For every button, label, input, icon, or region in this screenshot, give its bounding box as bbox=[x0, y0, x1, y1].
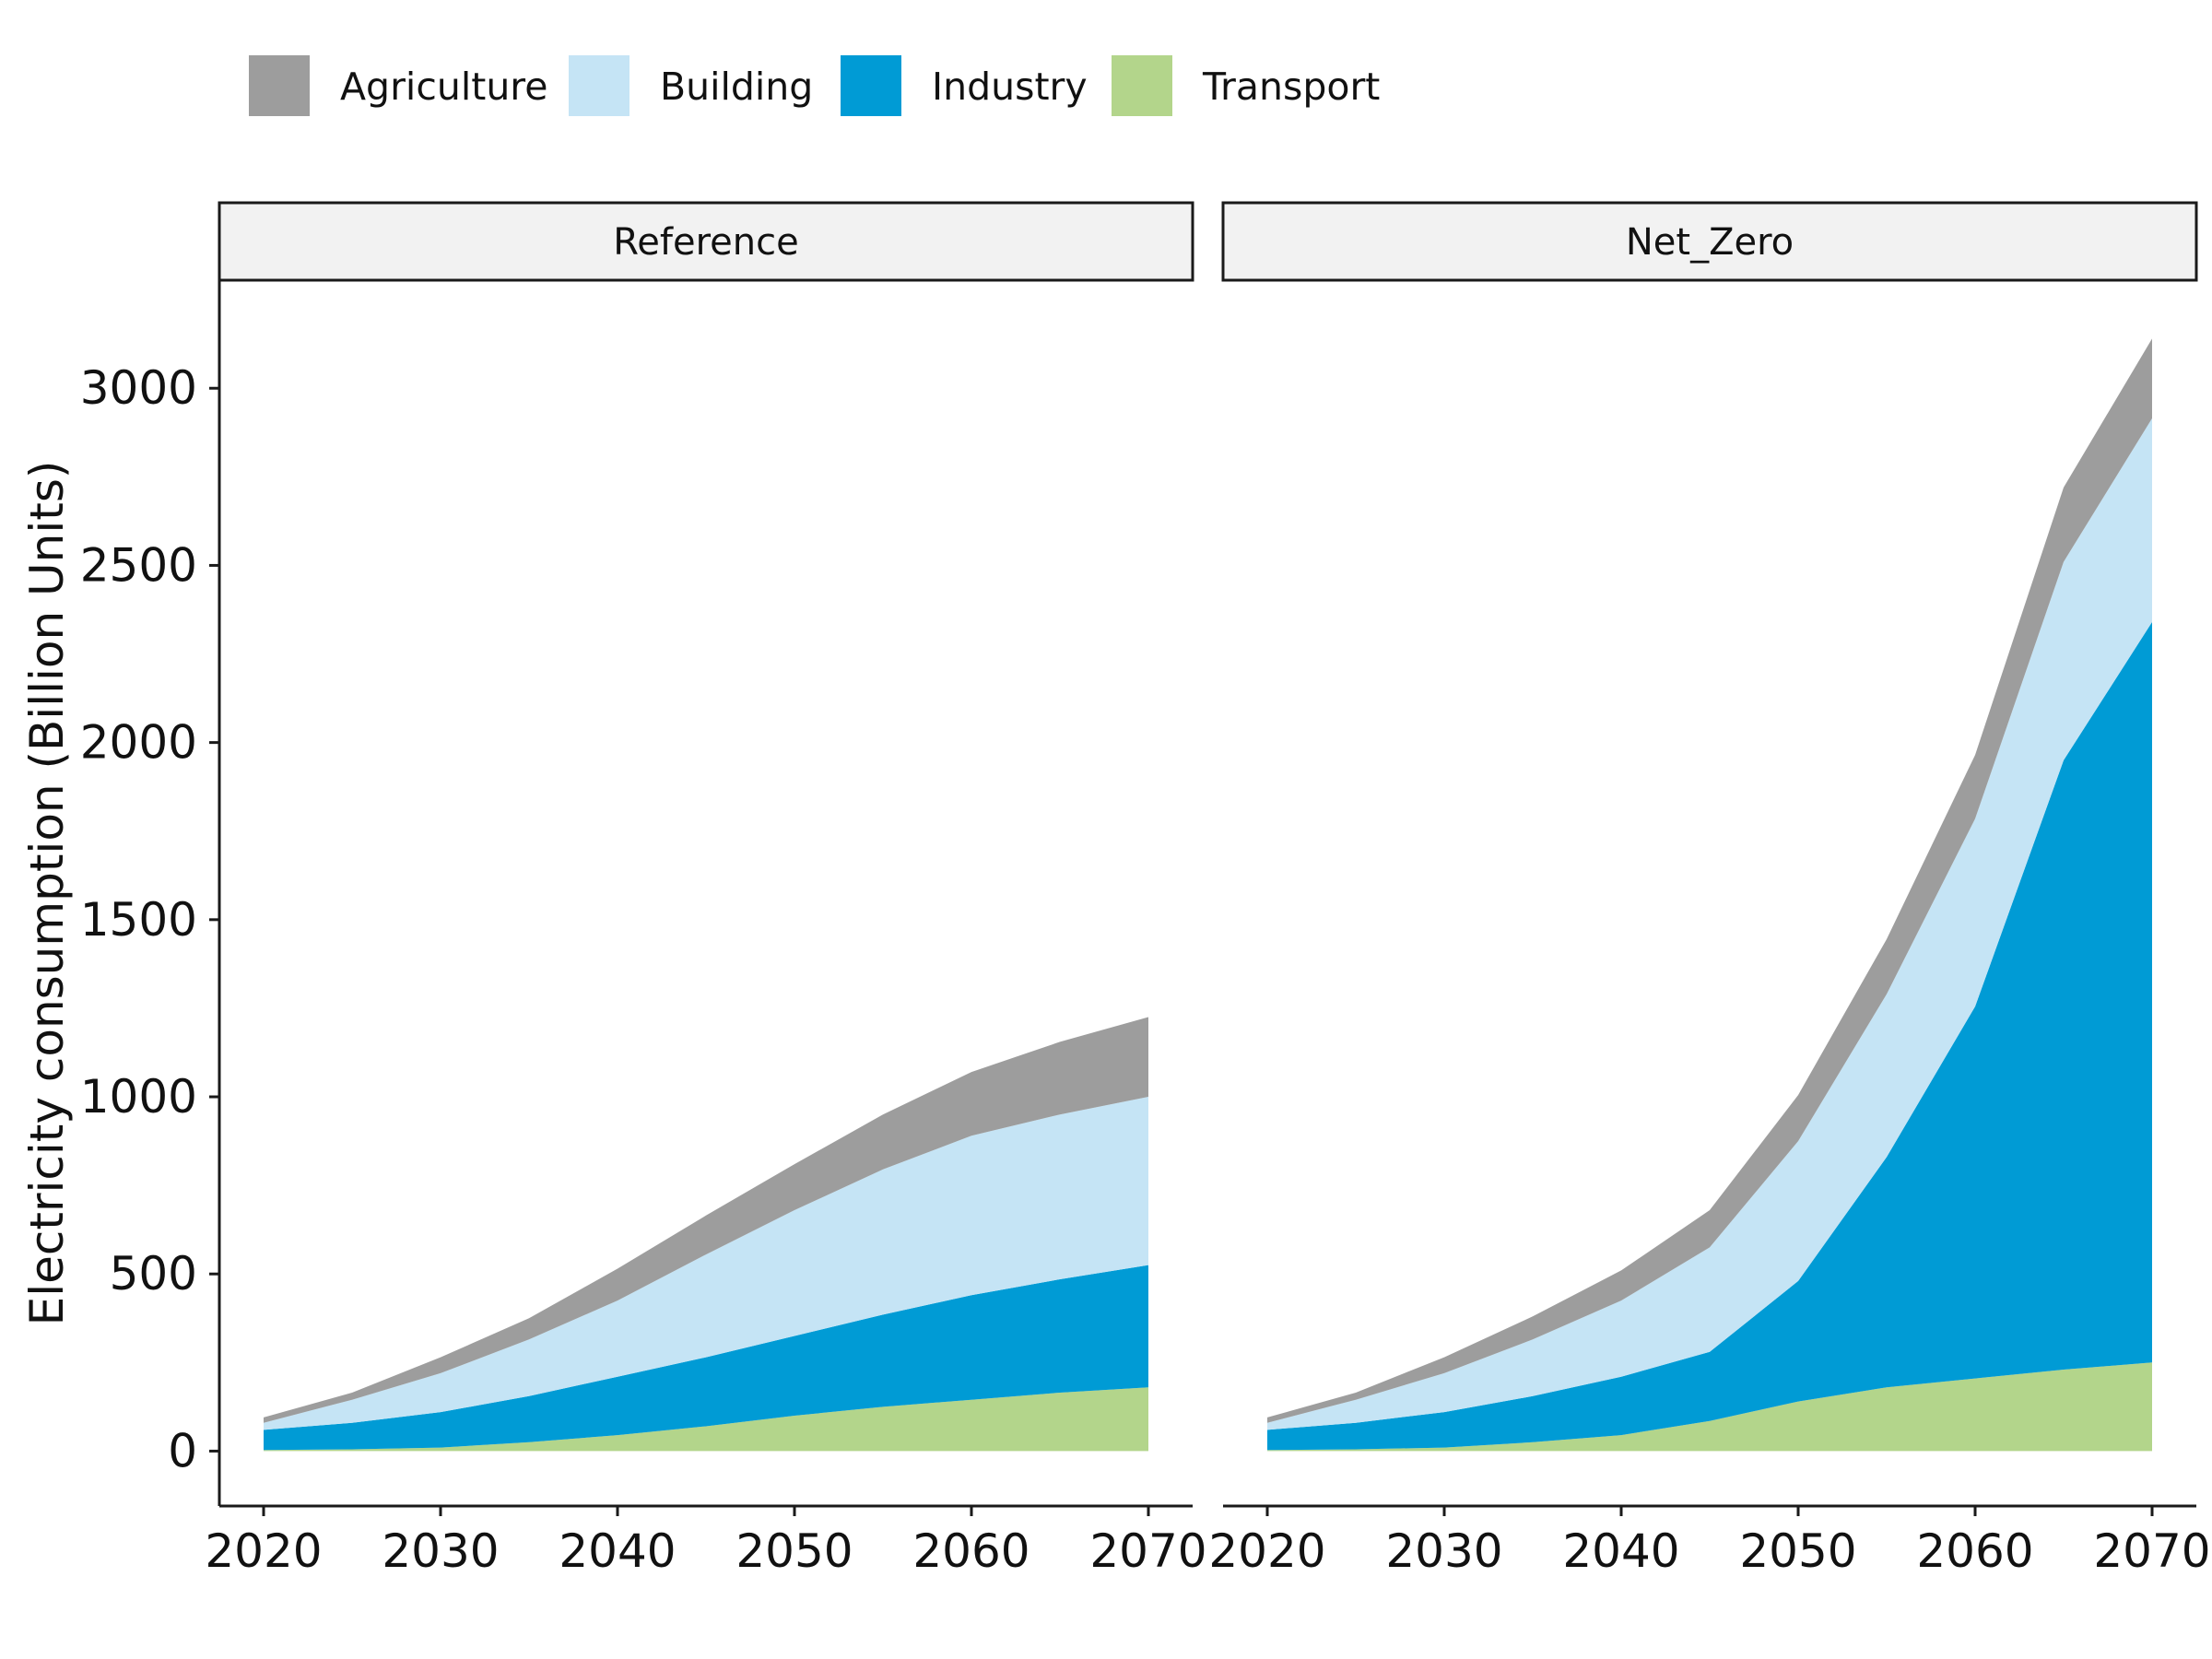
facet-strip-reference bbox=[218, 201, 1194, 282]
y-tick-label: 0 bbox=[168, 1424, 197, 1477]
legend-swatch-transport bbox=[1112, 55, 1172, 116]
x-tick-label: 2060 bbox=[1916, 1524, 2033, 1578]
y-tick-label: 1500 bbox=[80, 893, 197, 947]
legend-item-building: Building bbox=[569, 55, 813, 116]
facet-strip-net-zero bbox=[1221, 201, 2198, 282]
x-tick-label: 2030 bbox=[1385, 1524, 1502, 1578]
legend-label-building: Building bbox=[660, 65, 813, 109]
y-tick-label: 2500 bbox=[80, 538, 197, 592]
area-industry-reference bbox=[264, 1265, 1148, 1451]
legend: Agriculture Building Industry Transport bbox=[249, 55, 1380, 116]
x-tick-label: 2060 bbox=[912, 1524, 1030, 1578]
legend-label-industry: Industry bbox=[932, 65, 1088, 109]
area-transport-reference bbox=[264, 1387, 1148, 1452]
y-axis-title: Electricity consumption (Billion Units) bbox=[20, 461, 74, 1326]
legend-label-agriculture: Agriculture bbox=[340, 65, 547, 109]
legend-item-industry: Industry bbox=[841, 55, 1088, 116]
area-agriculture-reference bbox=[264, 1017, 1148, 1423]
facet-title-reference: Reference bbox=[613, 221, 798, 264]
x-tick-label: 2070 bbox=[2093, 1524, 2210, 1578]
panel-reference: Reference 0 500 1000 1500 2000 2500 3000 2020 203… bbox=[80, 201, 1207, 1578]
legend-label-transport: Transport bbox=[1202, 65, 1380, 109]
x-tick-label: 2020 bbox=[1208, 1524, 1325, 1578]
y-tick-label: 500 bbox=[110, 1247, 197, 1300]
legend-swatch-building bbox=[569, 55, 629, 116]
x-tick-label: 2040 bbox=[559, 1524, 676, 1578]
x-tick-label: 2050 bbox=[735, 1524, 853, 1578]
legend-swatch-agriculture bbox=[249, 55, 310, 116]
x-tick-label: 2020 bbox=[205, 1524, 322, 1578]
facet-title-net-zero: Net_Zero bbox=[1626, 221, 1794, 264]
legend-item-agriculture: Agriculture bbox=[249, 55, 547, 116]
y-tick-label: 3000 bbox=[80, 361, 197, 415]
area-transport-net-zero bbox=[1267, 1362, 2152, 1452]
y-tick-label: 1000 bbox=[80, 1070, 197, 1124]
area-building-net-zero bbox=[1267, 418, 2152, 1430]
x-tick-label: 2070 bbox=[1089, 1524, 1206, 1578]
x-tick-label: 2040 bbox=[1562, 1524, 1679, 1578]
legend-swatch-industry bbox=[841, 55, 901, 116]
panel-net-zero: Net_Zero 2020 2030 2040 2050 2060 2070 bbox=[1208, 201, 2211, 1578]
area-building-reference bbox=[264, 1097, 1148, 1430]
legend-item-transport: Transport bbox=[1112, 55, 1380, 116]
y-tick-label: 2000 bbox=[80, 716, 197, 770]
area-industry-net-zero bbox=[1267, 621, 2152, 1451]
x-tick-label: 2050 bbox=[1739, 1524, 1856, 1578]
x-tick-label: 2030 bbox=[382, 1524, 499, 1578]
